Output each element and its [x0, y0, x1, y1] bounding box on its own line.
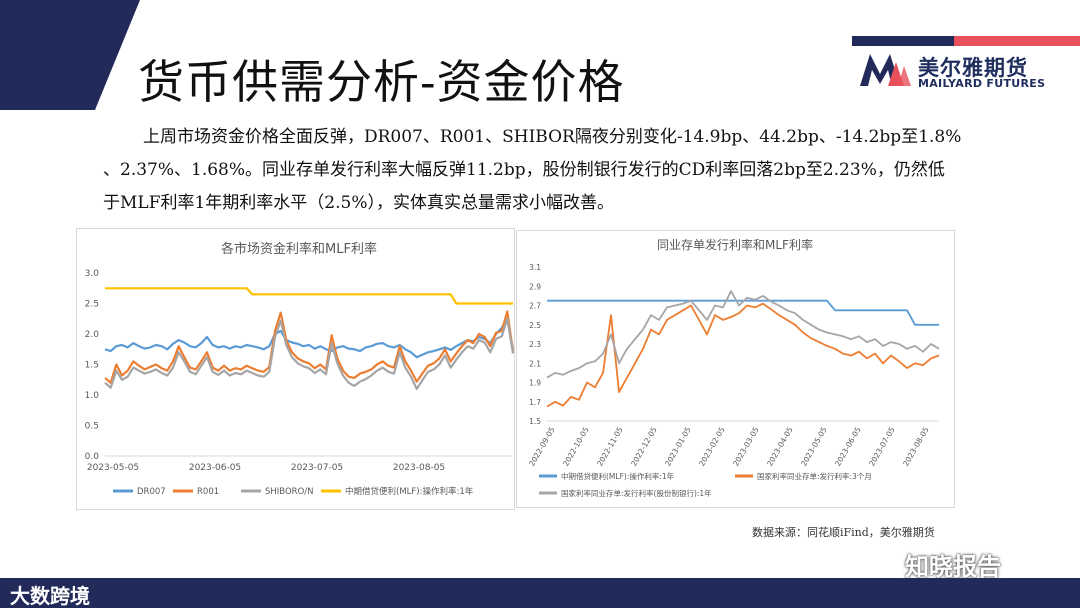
- y-tick-label: 2.5: [529, 321, 541, 330]
- summary-line-2: 、2.37%、1.68%。同业存单发行利率大幅反弹11.2bp，股份制银行发行的…: [103, 160, 945, 180]
- y-tick-label: 1.7: [529, 398, 541, 407]
- legend-label-1: R001: [197, 487, 219, 497]
- x-tick-label: 2023-08-05: [901, 425, 931, 467]
- summary-paragraph: 上周市场资金价格全面反弹，DR007、R001、SHIBOR隔夜分别变化-14.…: [103, 121, 1048, 220]
- summary-line-3: 于MLF利率1年期利率水平（2.5%），实体真实总量需求小幅改善。: [103, 193, 614, 213]
- x-tick-label: 2023-06-05: [189, 463, 241, 473]
- legend-label-0: DR007: [137, 487, 166, 497]
- x-tick-label: 2023-07-05: [867, 425, 897, 467]
- x-tick-label: 2023-04-05: [765, 425, 795, 467]
- x-tick-label: 2023-06-05: [833, 425, 863, 467]
- series-line-0: [104, 317, 515, 359]
- x-tick-label: 2023-05-05: [87, 463, 139, 473]
- logo-text-en: MAILYARD FUTURES: [918, 77, 1046, 90]
- chart-ncd-rates: 同业存单发行利率和MLF利率 1.5 1.7 1.9 2.1 2.3 2.5 2.7 2.9 3.…: [516, 230, 955, 508]
- page-title: 货币供需分析-资金价格: [138, 55, 625, 109]
- chart-title: 同业存单发行利率和MLF利率: [657, 237, 813, 252]
- series-line-1: [104, 310, 515, 384]
- watermark-text: 知晓报告: [905, 553, 1001, 581]
- bottom-bar: [0, 578, 1080, 608]
- series-line-2: [546, 290, 940, 379]
- y-tick-label: 3.1: [529, 263, 541, 272]
- x-tick-label: 2022-12-05: [629, 425, 659, 467]
- y-tick-label: 2.5: [85, 300, 99, 310]
- chart-money-market-rates: 各市场资金利率和MLF利率 0.0 0.5 1.0 1.5 2.0 2.5 3.0 2023-0…: [76, 228, 515, 510]
- logo-text-cn: 美尔雅期货: [918, 56, 1028, 80]
- y-tick-label: 2.1: [529, 359, 541, 368]
- mailyard-logo-icon: [858, 52, 913, 88]
- y-tick-label: 0.5: [85, 422, 99, 432]
- legend-label-2: 国家利率同业存单:发行利率(股份制银行):1年: [561, 488, 712, 498]
- legend-label-3: 中期借贷便利(MLF):操作利率:1年: [345, 486, 474, 497]
- summary-line-1: 上周市场资金价格全面反弹，DR007、R001、SHIBOR隔夜分别变化-14.…: [143, 127, 962, 147]
- series-line-2: [104, 317, 515, 390]
- data-source-note: 数据来源：同花顺iFind，美尔雅期货: [752, 526, 935, 539]
- y-tick-label: 0.0: [85, 452, 100, 462]
- x-tick-label: 2023-05-05: [799, 425, 829, 467]
- legend-label-1: 国家利率同业存单:发行利率:3个月: [757, 471, 872, 481]
- y-tick-label: 1.5: [85, 361, 99, 371]
- series-line-3: [105, 287, 513, 305]
- series-line-0: [547, 299, 939, 326]
- top-right-stripe-red: [954, 36, 1080, 46]
- y-tick-label: 2.7: [529, 302, 541, 311]
- chart-title: 各市场资金利率和MLF利率: [221, 241, 377, 257]
- x-tick-label: 2023-02-05: [697, 425, 727, 467]
- y-tick-label: 1.9: [529, 379, 541, 388]
- bottom-logo: 大数跨境: [10, 584, 90, 608]
- legend-label-2: SHIBORO/N: [265, 487, 314, 497]
- x-tick-label: 2023-08-05: [393, 463, 445, 473]
- top-right-stripe-navy: [852, 36, 954, 46]
- legend-label-0: 中期借贷便利(MLF):操作利率:1年: [561, 471, 675, 481]
- x-tick-label: 2022-11-05: [595, 425, 625, 467]
- y-tick-label: 2.0: [85, 330, 100, 340]
- y-tick-label: 2.3: [529, 340, 541, 349]
- chart-2-svg: 同业存单发行利率和MLF利率 1.5 1.7 1.9 2.1 2.3 2.5 2.7 2.9 3.…: [527, 237, 940, 498]
- y-tick-label: 3.0: [85, 269, 100, 279]
- x-tick-label: 2023-07-05: [291, 463, 343, 473]
- series-line-1: [546, 302, 940, 408]
- x-tick-label: 2022-10-05: [561, 425, 591, 467]
- chart-1-svg: 各市场资金利率和MLF利率 0.0 0.5 1.0 1.5 2.0 2.5 3.0 2023-0…: [85, 241, 515, 497]
- y-tick-label: 1.0: [85, 391, 100, 401]
- x-tick-label: 2023-01-05: [663, 425, 693, 467]
- y-tick-label: 2.9: [529, 282, 541, 291]
- x-tick-label: 2023-03-05: [731, 425, 761, 467]
- top-left-stripe: [0, 0, 140, 110]
- x-tick-label: 2022-09-05: [527, 425, 557, 467]
- y-tick-label: 1.5: [529, 417, 541, 426]
